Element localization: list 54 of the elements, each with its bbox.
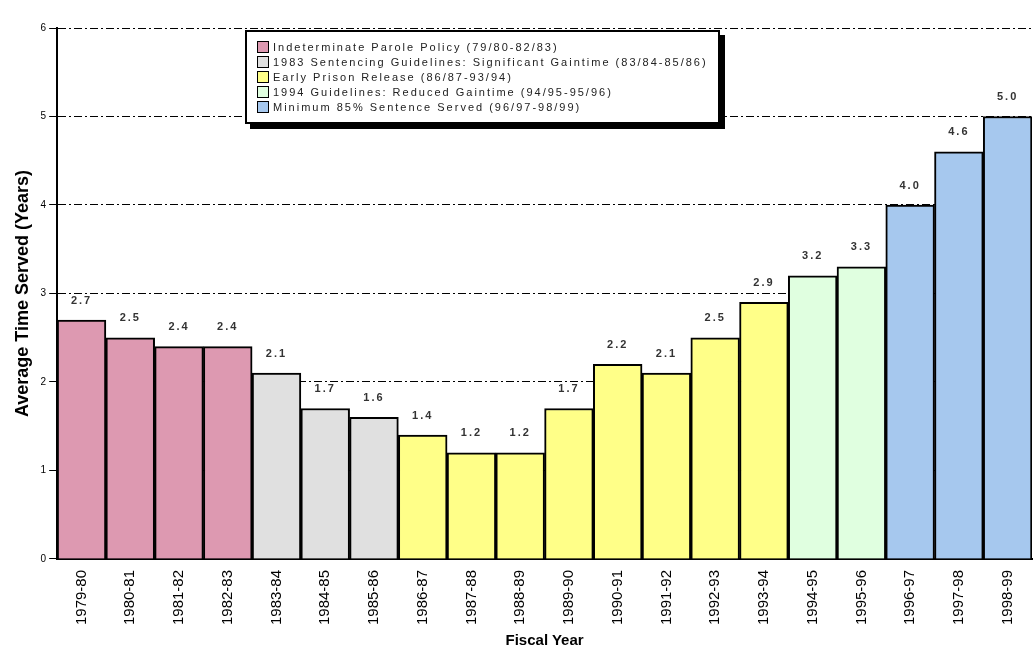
x-tick-label: 1992-93	[705, 569, 723, 626]
x-tick-label: 1995-96	[851, 569, 869, 626]
x-tick-label: 1988-89	[510, 569, 528, 626]
x-tick-label: 1985-86	[364, 569, 382, 626]
legend-label: 1994 Guidelines: Reduced Gaintime (94/95-95/96)	[273, 86, 613, 98]
x-tick-label: 1994-95	[802, 569, 820, 626]
x-tick-label: 1991-92	[656, 569, 674, 626]
x-tick-label: 1998-99	[997, 569, 1015, 626]
data-label: 2.1	[265, 346, 288, 359]
x-tick-label: 1993-94	[754, 569, 772, 626]
legend-label: Indeterminate Parole Policy (79/80-82/83)	[273, 41, 559, 53]
y-tick-label: 6	[40, 21, 47, 33]
data-label: 2.4	[217, 320, 239, 333]
x-tick-label: 1982-83	[217, 569, 235, 626]
data-label: 5.0	[996, 90, 1019, 103]
legend-label: Early Prison Release (86/87-93/94)	[273, 71, 513, 83]
data-label: 2.7	[70, 293, 93, 306]
x-tick-label: 1987-88	[461, 569, 479, 626]
data-label: 4.0	[899, 178, 921, 191]
x-axis-title: Fiscal Year	[505, 631, 584, 649]
legend-label: Minimum 85% Sentence Served (96/97-98/99)	[273, 101, 582, 113]
x-tick-label: 1986-87	[412, 569, 430, 626]
data-label: 4.6	[948, 125, 970, 138]
data-label: 2.1	[655, 346, 678, 359]
x-tick-label: 1996-97	[900, 569, 918, 626]
data-label: 2.5	[119, 311, 141, 324]
data-label: 1.6	[363, 390, 385, 403]
data-label: 2.5	[704, 311, 726, 324]
data-label: 2.2	[607, 337, 629, 350]
x-tick-label: 1981-82	[169, 569, 187, 626]
data-label: 2.4	[168, 320, 190, 333]
legend-label: 1983 Sentencing Guidelines: Significant Gaintime (83/84-85/86)	[273, 56, 708, 68]
data-label: 3.3	[850, 240, 873, 253]
y-tick-label: 2	[40, 375, 47, 387]
y-axis-title: Average Time Served (Years)	[11, 169, 32, 418]
x-tick-label: 1997-98	[949, 569, 967, 626]
data-label: 2.9	[753, 275, 775, 288]
data-label: 1.7	[558, 382, 580, 395]
y-tick-label: 4	[40, 198, 47, 210]
data-label: 1.7	[314, 382, 336, 395]
x-tick-label: 1989-90	[559, 569, 577, 626]
y-tick-label: 0	[40, 552, 47, 564]
y-tick-label: 1	[40, 464, 47, 476]
data-label: 3.2	[802, 249, 824, 262]
y-tick-label: 3	[40, 287, 47, 299]
x-tick-label: 1983-84	[266, 569, 284, 626]
data-label: 1.2	[509, 426, 531, 439]
x-tick-label: 1979-80	[71, 569, 89, 626]
y-tick-label: 5	[40, 110, 47, 122]
x-tick-label: 1990-91	[607, 569, 625, 626]
data-label: 1.2	[460, 426, 483, 439]
data-label: 1.4	[412, 408, 434, 421]
x-tick-label: 1980-81	[120, 569, 138, 626]
x-tick-label: 1984-85	[315, 569, 333, 626]
